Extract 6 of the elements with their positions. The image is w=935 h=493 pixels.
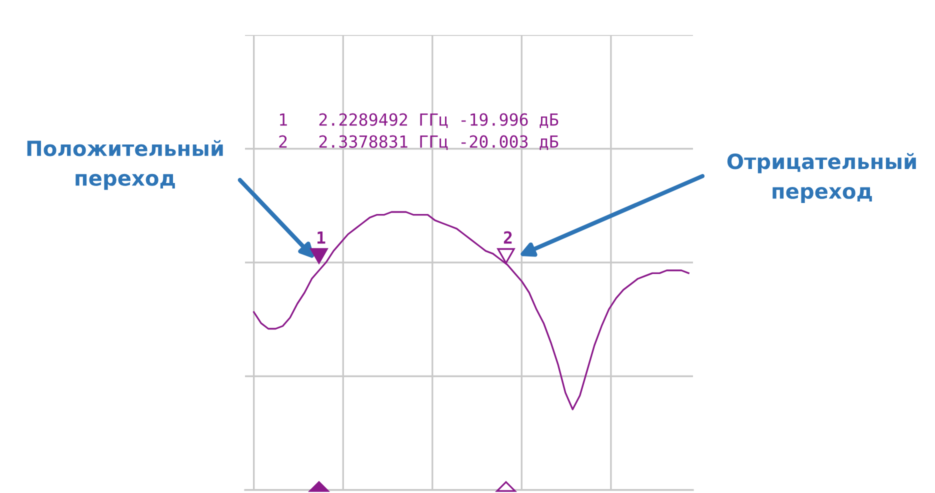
text: 1 2.2289492 ГГц -19.996 дБ <box>280 113 558 128</box>
annotation: 1 <box>318 231 326 244</box>
text: Отрицательный переход <box>727 153 916 203</box>
text: Положительный переход <box>27 140 223 190</box>
text: 2 2.3378831 ГГц -20.003 дБ <box>279 135 558 150</box>
annotation: 2 <box>504 231 512 244</box>
